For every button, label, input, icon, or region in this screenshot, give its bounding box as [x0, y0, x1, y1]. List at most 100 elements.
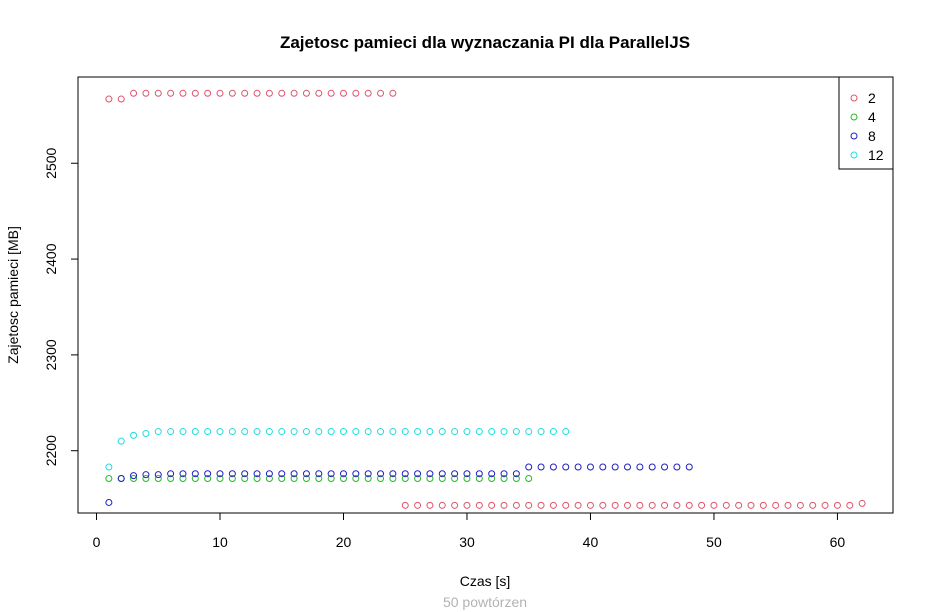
data-point [154, 89, 162, 97]
data-point [685, 463, 693, 471]
data-point [253, 89, 261, 97]
legend-label: 4 [868, 109, 876, 125]
y-axis: 2200 2300 2400 2500 [43, 147, 79, 466]
data-point [364, 470, 372, 478]
data-point [549, 463, 557, 471]
data-point [500, 428, 508, 436]
data-point [278, 89, 286, 97]
data-point [377, 89, 385, 97]
x-tick-label: 10 [212, 534, 228, 550]
data-point [512, 470, 520, 478]
data-point [253, 470, 261, 478]
legend-label: 12 [868, 147, 884, 163]
data-point [772, 501, 780, 509]
data-point [512, 501, 520, 509]
data-point [265, 89, 273, 97]
x-tick-label: 40 [583, 534, 599, 550]
data-point [377, 428, 385, 436]
x-tick-label: 30 [459, 534, 475, 550]
data-point [488, 428, 496, 436]
data-point [167, 475, 175, 483]
data-point [574, 463, 582, 471]
data-point [525, 428, 533, 436]
data-point [821, 501, 829, 509]
x-axis: 0 10 20 30 40 50 60 [93, 512, 845, 550]
data-point [611, 463, 619, 471]
data-point [117, 95, 125, 103]
data-point [661, 463, 669, 471]
data-point [130, 472, 138, 480]
data-point [105, 463, 113, 471]
data-point [352, 470, 360, 478]
data-point [327, 428, 335, 436]
data-point [747, 501, 755, 509]
data-point [784, 501, 792, 509]
data-point [426, 428, 434, 436]
data-point [414, 470, 422, 478]
data-point [167, 470, 175, 478]
data-point [438, 470, 446, 478]
data-point [599, 463, 607, 471]
data-point [426, 475, 434, 483]
series-4 [105, 475, 533, 483]
data-point [154, 475, 162, 483]
data-point [117, 437, 125, 445]
data-point [401, 475, 409, 483]
data-point [389, 470, 397, 478]
data-point [167, 89, 175, 97]
data-point [722, 501, 730, 509]
series-12 [105, 428, 570, 471]
y-axis-label: Zajetosc pamieci [MB] [5, 226, 21, 364]
data-point [661, 501, 669, 509]
data-point [537, 501, 545, 509]
data-point [796, 501, 804, 509]
data-point [130, 89, 138, 97]
data-point [352, 428, 360, 436]
data-point [833, 501, 841, 509]
data-point [599, 501, 607, 509]
data-point [648, 463, 656, 471]
data-point [204, 470, 212, 478]
data-point [488, 475, 496, 483]
x-axis-label: Czas [s] [460, 573, 511, 589]
data-point [339, 475, 347, 483]
data-point [241, 89, 249, 97]
data-point [451, 428, 459, 436]
data-point [105, 475, 113, 483]
data-point [562, 463, 570, 471]
chart-subtitle: 50 powtórzen [443, 594, 527, 610]
data-point [438, 428, 446, 436]
data-point [698, 501, 706, 509]
data-point [179, 428, 187, 436]
data-point [216, 475, 224, 483]
data-point [241, 470, 249, 478]
data-point [401, 470, 409, 478]
data-point [265, 475, 273, 483]
data-point [253, 428, 261, 436]
series-2 [105, 89, 866, 509]
data-point [216, 89, 224, 97]
data-point [463, 470, 471, 478]
data-point [191, 470, 199, 478]
plot-frame [77, 76, 894, 514]
data-point [377, 470, 385, 478]
data-point [364, 428, 372, 436]
data-point [204, 475, 212, 483]
data-point [278, 470, 286, 478]
data-point [389, 475, 397, 483]
y-tick-label: 2300 [43, 339, 59, 370]
data-point [302, 475, 310, 483]
data-point [290, 470, 298, 478]
data-point [549, 501, 557, 509]
data-point [315, 470, 323, 478]
data-point [401, 501, 409, 509]
data-point [241, 428, 249, 436]
data-point [500, 475, 508, 483]
data-point [426, 501, 434, 509]
data-point [228, 89, 236, 97]
legend-marker [850, 132, 858, 140]
data-points [105, 89, 866, 509]
data-point [142, 471, 150, 479]
data-point [624, 501, 632, 509]
